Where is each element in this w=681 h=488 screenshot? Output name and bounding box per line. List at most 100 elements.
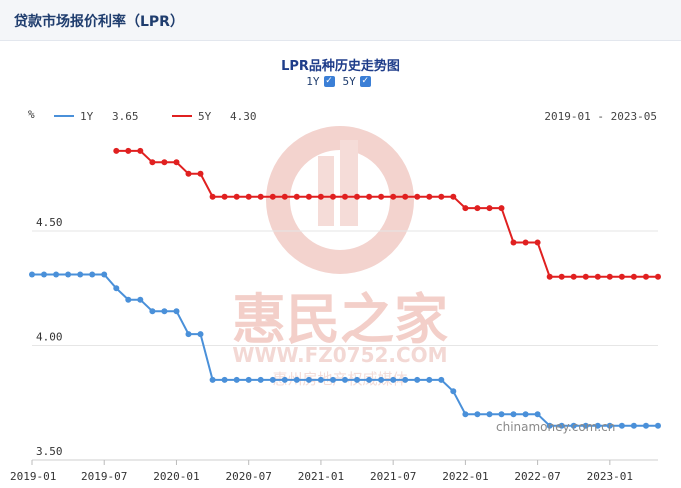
series-5y-point: [643, 273, 649, 280]
series-5y-point: [510, 239, 517, 246]
series-5y-point: [185, 170, 192, 177]
series-5y-point: [221, 193, 228, 200]
x-tick-label: 2021-01: [298, 470, 344, 483]
series-5y-point: [655, 273, 661, 280]
toggle-1y-checkbox[interactable]: ✓: [323, 76, 335, 87]
series-5y-point: [161, 159, 168, 166]
series-5y-point: [486, 205, 493, 212]
series-5y-line: [116, 149, 658, 278]
series-5y-point: [257, 193, 264, 200]
x-tick-label: 2019-07: [81, 470, 127, 483]
series-5y-point: [149, 159, 156, 166]
series-1y-point: [161, 308, 168, 315]
series-5y-point: [281, 193, 288, 200]
series-1y-point: [643, 422, 649, 429]
series-1y-point: [137, 296, 144, 303]
series-1y-point: [89, 271, 96, 278]
x-tick-label: 2023-01: [587, 470, 633, 483]
series-1y-point: [269, 376, 276, 383]
series-1y-point: [582, 422, 589, 429]
series-1y-point: [438, 376, 445, 383]
series-5y-point: [546, 273, 553, 280]
series-5y-point: [245, 193, 252, 200]
series-5y-point: [462, 205, 469, 212]
series-1y-point: [281, 376, 288, 383]
y-tick-label: 4.50: [36, 216, 63, 229]
series-1y-point: [378, 376, 385, 383]
legend-1y[interactable]: 1Y 3.65: [54, 110, 139, 123]
series-1y-point: [221, 376, 228, 383]
series-1y-point: [305, 376, 312, 383]
series-1y-point: [29, 271, 35, 278]
x-tick-label: 2021-07: [370, 470, 416, 483]
series-5y-point: [137, 147, 144, 154]
x-tick-label: 2020-01: [153, 470, 199, 483]
series-1y-point: [655, 422, 661, 429]
series-5y-point: [354, 193, 360, 200]
toggle-5y-checkbox[interactable]: ✓: [359, 76, 371, 87]
watermark-logo-building-right: [340, 140, 358, 226]
series-5y-point: [570, 273, 577, 280]
series-1y-point: [197, 331, 204, 338]
series-5y-point: [330, 193, 336, 200]
series-5y-point: [366, 193, 373, 200]
legend-1y-value: 3.65: [112, 110, 139, 123]
y-axis-unit: %: [28, 108, 35, 121]
series-5y-point: [618, 273, 625, 280]
chart-grid: 4.50 4.00 3.50 2019-01 2019-07 2020-01 2020-07…: [10, 216, 658, 483]
legend-5y-name: 5Y: [198, 110, 212, 123]
x-tick-label: 2022-01: [442, 470, 488, 483]
legend-5y[interactable]: 5Y 4.30: [172, 110, 257, 123]
page-title: 贷款市场报价利率（LPR）: [14, 14, 184, 30]
series-1y-point: [558, 422, 565, 429]
series-1y-point: [474, 411, 481, 418]
series-1y-point: [618, 422, 625, 429]
series-1y-point: [630, 422, 637, 429]
series-1y-point: [65, 271, 72, 278]
watermark-logo-ring: [266, 126, 414, 274]
series-1y-point: [414, 376, 421, 383]
series-5y-point: [474, 205, 481, 212]
series-5y-point: [173, 159, 180, 166]
source-label: chinamoney.com.cn: [496, 420, 615, 434]
series-5y-point: [209, 193, 216, 200]
series-1y-point: [125, 296, 132, 303]
series-1y-point: [426, 376, 433, 383]
series-1y-point: [354, 376, 360, 383]
series-1y-point: [342, 376, 348, 383]
page-header: 贷款市场报价利率（LPR）: [0, 0, 681, 41]
series-1y-point: [41, 271, 47, 278]
watermark-url-text: WWW.FZ0752.COM: [232, 343, 447, 367]
x-tick-label: 2022-07: [514, 470, 560, 483]
series-5y-point: [390, 193, 397, 200]
series-1y-point: [450, 388, 457, 395]
series-1y-point: [402, 376, 409, 383]
series-1y-point: [522, 411, 529, 418]
series-5y-point: [522, 239, 529, 246]
series-5y-point: [498, 205, 505, 212]
series-1y-point: [77, 271, 84, 278]
series-5y-point: [342, 193, 348, 200]
series-5y-point: [305, 193, 312, 200]
series-1y-point: [53, 271, 60, 278]
series-1y-point: [149, 308, 156, 315]
watermark-logo-building-left: [318, 156, 334, 226]
toggle-5y-label: 5Y: [342, 75, 356, 88]
chart-series: [29, 147, 661, 429]
series-1y-point: [293, 376, 300, 383]
x-tick-label: 2020-07: [226, 470, 272, 483]
toggle-1y-label: 1Y: [306, 75, 320, 88]
series-1y-point: [606, 422, 613, 429]
series-1y-point: [173, 308, 180, 315]
series-1y-point: [570, 422, 577, 429]
series-5y-point: [293, 193, 300, 200]
series-5y-point: [269, 193, 276, 200]
series-5y-point: [414, 193, 421, 200]
chart-title: LPR品种历史走势图: [281, 59, 400, 74]
series-1y-point: [498, 411, 505, 418]
series-1y-point: [534, 411, 541, 418]
series-5y-point: [558, 273, 565, 280]
date-range-label: 2019-01 - 2023-05: [544, 110, 657, 123]
series-1y-point: [233, 376, 240, 383]
series-5y-point: [113, 147, 120, 154]
